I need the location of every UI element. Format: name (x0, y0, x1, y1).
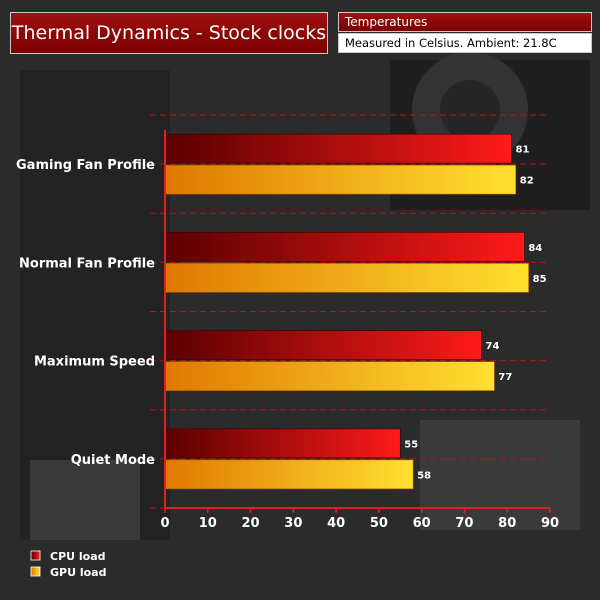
x-tick-label-5: 50 (370, 516, 388, 531)
value-label-cpu-3: 55 (404, 439, 418, 450)
bar-gpu-1 (164, 263, 529, 293)
bars (164, 133, 529, 490)
x-tick-label-2: 20 (242, 516, 260, 531)
x-tick-label-3: 30 (284, 516, 302, 531)
category-label-3: Quiet Mode (71, 453, 155, 468)
legend-swatch-cpu (30, 550, 41, 561)
bar-gpu-0 (164, 164, 517, 195)
category-label-1: Normal Fan Profile (19, 256, 155, 271)
legend: CPU load GPU load (30, 550, 106, 579)
x-tick-label-1: 10 (199, 516, 217, 531)
axes: 0 10 20 30 40 50 60 70 80 90 (160, 130, 559, 531)
legend-label-cpu: CPU load (50, 550, 106, 563)
category-label-0: Gaming Fan Profile (16, 158, 155, 173)
category-label-2: Maximum Speed (34, 355, 155, 370)
chart-title: Thermal Dynamics - Stock clocks (10, 12, 328, 54)
value-label-cpu-0: 81 (516, 145, 530, 156)
x-tick-label-0: 0 (160, 516, 169, 531)
bar-gpu-3 (164, 459, 414, 490)
bar-cpu-2 (164, 330, 482, 360)
legend-swatch-gpu (30, 566, 41, 577)
bar-gpu-2 (164, 361, 495, 391)
x-tick-label-4: 40 (327, 516, 345, 531)
chart-subtitle: Temperatures (338, 12, 592, 32)
value-label-gpu-3: 58 (417, 470, 431, 481)
value-label-cpu-1: 84 (528, 243, 542, 254)
x-tick-label-7: 70 (455, 516, 473, 531)
value-label-gpu-0: 82 (520, 176, 534, 187)
bar-cpu-3 (164, 428, 401, 459)
x-tick-label-9: 90 (541, 516, 559, 531)
legend-label-gpu: GPU load (50, 566, 106, 579)
x-tick-label-8: 80 (498, 516, 516, 531)
bar-cpu-1 (164, 232, 525, 262)
bar-cpu-0 (164, 133, 512, 164)
chart-note: Measured in Celsius. Ambient: 21.8C (338, 33, 592, 53)
labels: 81 82 Gaming Fan Profile 84 85 Normal Fan Pro… (16, 145, 547, 482)
x-tick-label-6: 60 (413, 516, 431, 531)
value-label-gpu-2: 77 (498, 372, 512, 383)
value-label-cpu-2: 74 (486, 341, 500, 352)
value-label-gpu-1: 85 (533, 274, 547, 285)
